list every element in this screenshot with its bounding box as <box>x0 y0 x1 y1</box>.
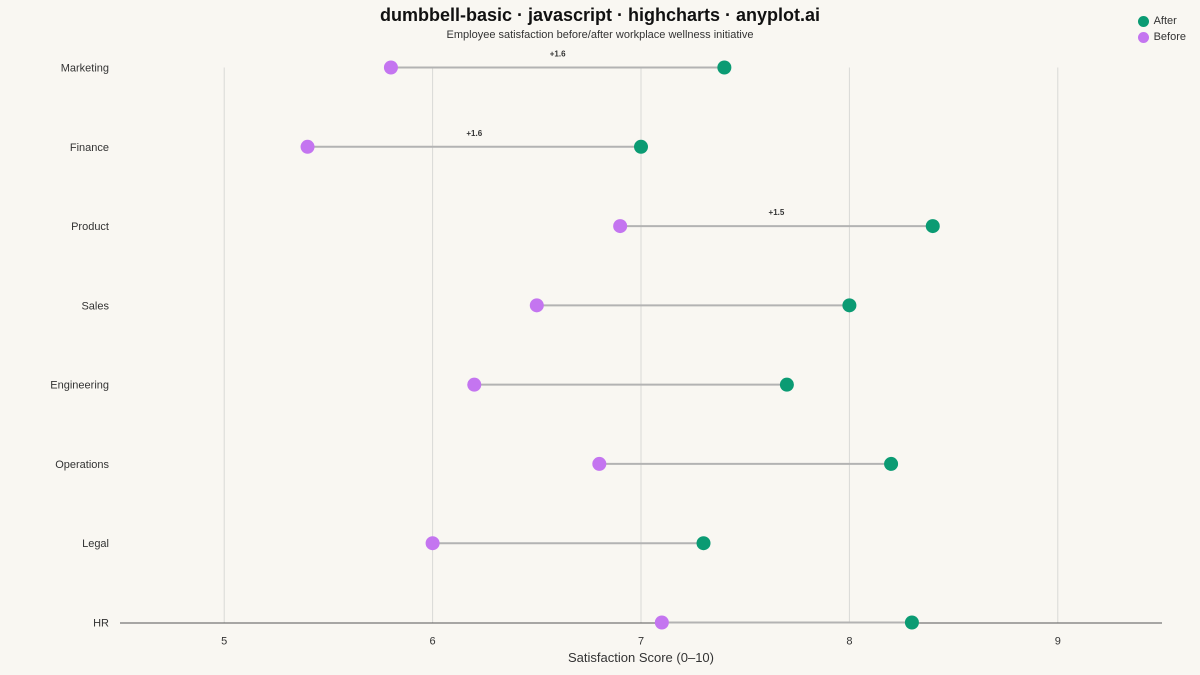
y-category-label: Engineering <box>50 380 109 392</box>
difference-annotation: +1.6 <box>466 129 482 138</box>
legend-marker-after <box>1137 15 1149 27</box>
before-point <box>613 219 628 234</box>
before-point <box>654 615 669 630</box>
x-tick-label: 8 <box>846 636 852 648</box>
before-point <box>300 139 315 154</box>
before-point <box>592 456 607 471</box>
after-point <box>634 139 648 154</box>
before-point <box>467 377 482 392</box>
legend-item-after[interactable]: After <box>1137 13 1186 29</box>
x-tick-label: 5 <box>221 636 227 648</box>
difference-annotation: +1.6 <box>550 50 566 59</box>
y-category-label: Operations <box>55 459 109 471</box>
x-tick-label: 9 <box>1055 636 1061 648</box>
y-category-label: Sales <box>81 300 109 312</box>
legend-marker-before <box>1137 31 1149 43</box>
before-point <box>383 60 398 75</box>
after-point <box>842 298 857 313</box>
y-category-label: Marketing <box>61 63 109 75</box>
after-point <box>925 219 940 234</box>
x-tick-label: 6 <box>430 636 436 648</box>
after-point <box>904 615 919 630</box>
y-category-label: Finance <box>70 142 109 154</box>
y-category-label: HR <box>93 618 109 630</box>
after-point <box>884 456 899 471</box>
before-point <box>425 536 440 551</box>
chart-legend: After Before <box>1137 13 1186 45</box>
after-point <box>696 536 711 551</box>
x-tick-label: 7 <box>638 636 644 648</box>
y-category-label: Legal <box>82 538 109 550</box>
before-point <box>529 298 544 313</box>
legend-label-after: After <box>1153 15 1177 27</box>
chart-subtitle: Employee satisfaction before/after workp… <box>446 29 754 41</box>
x-axis-title: Satisfaction Score (0–10) <box>568 650 714 665</box>
legend-label-before: Before <box>1153 31 1186 43</box>
difference-annotation: +1.5 <box>769 208 785 217</box>
chart-title: dumbbell-basic · javascript · highcharts… <box>379 5 821 25</box>
legend-item-before[interactable]: Before <box>1137 29 1186 45</box>
after-point <box>779 377 794 392</box>
y-category-label: Product <box>71 221 109 233</box>
after-point <box>717 60 732 75</box>
